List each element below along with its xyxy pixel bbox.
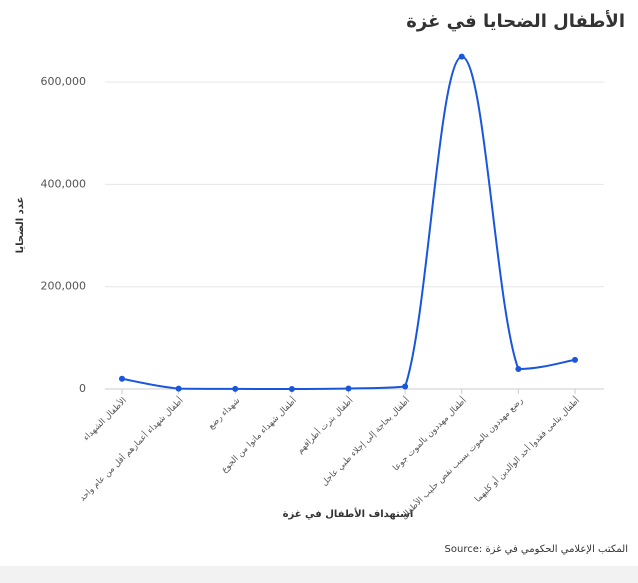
data-point [119, 375, 125, 382]
source: Source: المكتب الإعلامي الحكومي في غزة [445, 544, 628, 555]
data-point [515, 366, 522, 373]
x-axis-label: استهداف الأطفال في غزة [283, 507, 414, 520]
y-tick-label: 400,000 [41, 177, 87, 190]
y-axis-label: عدد الضحايا [15, 197, 26, 254]
data-point [572, 356, 578, 363]
data-point [402, 383, 409, 390]
chart-title: الأطفال الضحايا في غزة [406, 10, 625, 32]
y-tick-label: 0 [79, 382, 86, 395]
data-point [175, 385, 182, 392]
data-point [345, 385, 352, 392]
data-point [288, 385, 295, 392]
y-tick-label: 600,000 [41, 75, 87, 88]
data-point [458, 53, 465, 60]
data-point [232, 385, 239, 392]
chart-background [0, 0, 638, 566]
y-tick-label: 200,000 [41, 280, 87, 293]
